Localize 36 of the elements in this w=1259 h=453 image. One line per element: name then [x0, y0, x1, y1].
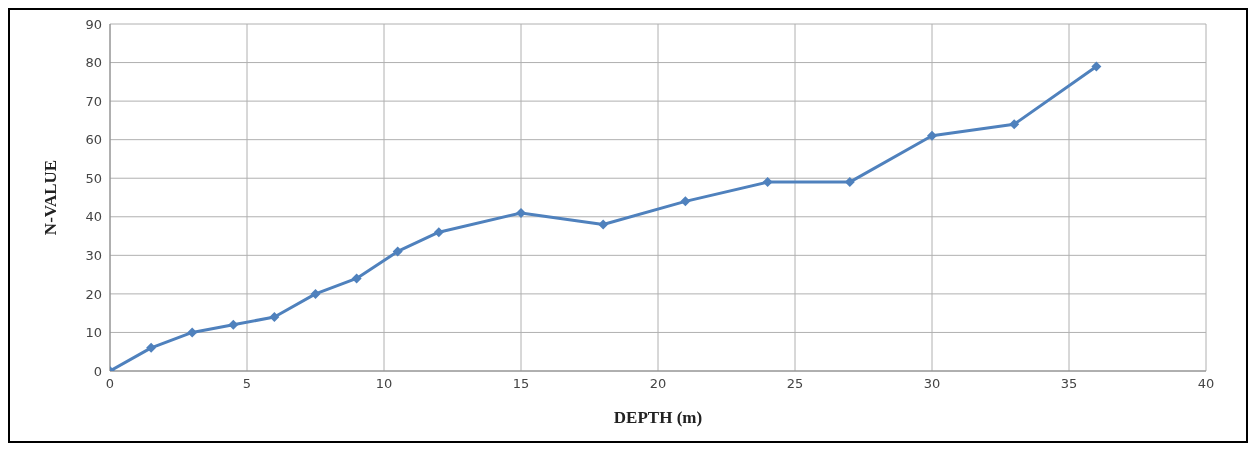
y-tick-label: 10 — [85, 325, 102, 341]
point — [762, 177, 773, 188]
y-tick-label: 40 — [85, 209, 102, 225]
x-tick-label: 40 — [1197, 376, 1215, 392]
point — [598, 219, 609, 230]
point — [1091, 61, 1102, 72]
y-tick-label: 20 — [85, 286, 102, 302]
x-tick-label: 15 — [512, 376, 530, 392]
point — [680, 196, 691, 207]
point — [351, 273, 362, 284]
x-tick-label: 20 — [649, 376, 667, 392]
point — [187, 327, 198, 338]
y-tick-label: 0 — [93, 363, 102, 379]
point — [516, 207, 526, 218]
point — [310, 288, 321, 299]
y-tick-label: 90 — [85, 16, 102, 32]
x-tick-label: 30 — [923, 376, 941, 392]
y-tick-label: 70 — [85, 93, 102, 109]
y-tick-label: 80 — [85, 55, 102, 71]
x-tick-label: 35 — [1060, 376, 1078, 392]
x-tick-label: 10 — [375, 376, 393, 392]
x-axis-title: DEPTH (m) — [613, 408, 703, 427]
point — [392, 246, 403, 257]
point — [1009, 119, 1020, 130]
y-tick-label: 30 — [85, 247, 102, 263]
point — [146, 342, 157, 353]
x-tick-label: 25 — [786, 376, 804, 392]
y-axis-title: N-VALUE — [41, 159, 61, 236]
point — [269, 312, 280, 323]
x-tick-label: 5 — [242, 376, 252, 392]
x-tick-label: 0 — [105, 376, 115, 392]
point — [927, 130, 937, 141]
y-tick-label: 60 — [85, 132, 102, 148]
y-tick-label: 50 — [85, 170, 102, 186]
point — [228, 319, 239, 330]
point — [433, 227, 444, 238]
